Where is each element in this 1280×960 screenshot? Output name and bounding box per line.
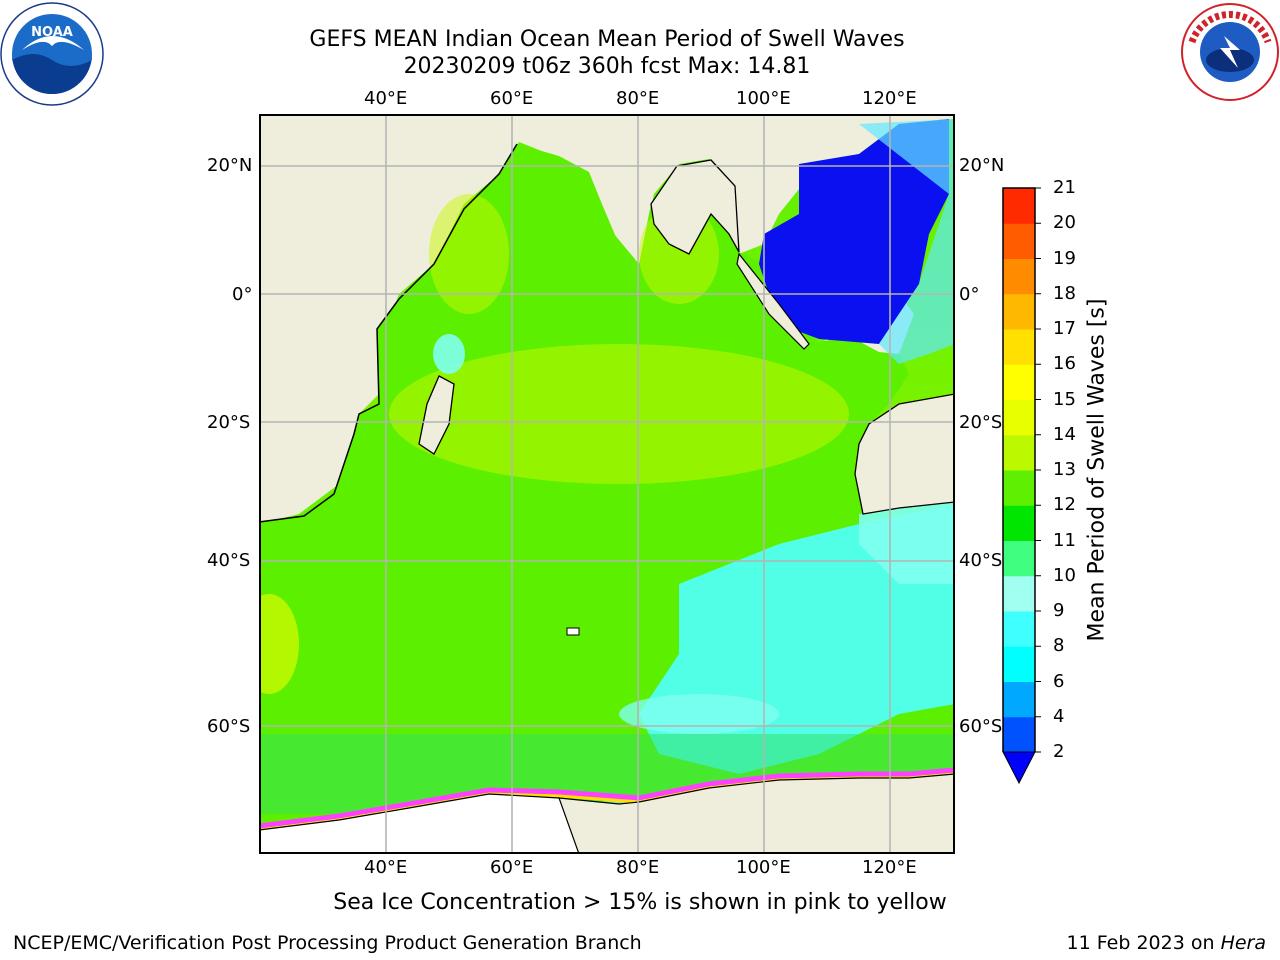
colorbar-tick-label: 17 — [1053, 318, 1076, 339]
lat-tick-left-20n: 20°N — [207, 155, 253, 176]
india — [650, 159, 740, 255]
colorbar-segment — [1003, 540, 1035, 577]
colorbar-tick-label: 15 — [1053, 388, 1076, 410]
colorbar-tick-label: 14 — [1053, 423, 1076, 445]
colorbar-tick-label: 9 — [1053, 600, 1065, 621]
lat-tick-right-40s: 40°S — [959, 550, 1003, 571]
lon-tick-top-60e: 60°E — [490, 88, 534, 109]
map-frame — [259, 114, 955, 854]
colorbar-segment — [1003, 575, 1035, 612]
lon-tick-top-100e: 100°E — [736, 88, 791, 109]
colorbar-segment — [1003, 364, 1035, 400]
noaa-logo-icon: NOAA — [0, 2, 104, 106]
lon-tick-top-80e: 80°E — [616, 88, 660, 109]
colorbar-segment — [1003, 434, 1035, 471]
colorbar-tick-label: 19 — [1053, 247, 1076, 269]
swell-period-map — [259, 114, 955, 854]
colorbar-segment — [1003, 258, 1035, 295]
low-period-region — [759, 119, 949, 344]
colorbar-tick-label: 8 — [1053, 635, 1065, 657]
colorbar-segment — [1003, 329, 1035, 365]
lon-tick-bottom-100e: 100°E — [736, 857, 791, 878]
lon-tick-top-40e: 40°E — [364, 88, 408, 109]
lon-tick-bottom-60e: 60°E — [490, 857, 534, 878]
chart-title: GEFS MEAN Indian Ocean Mean Period of Sw… — [309, 27, 905, 52]
lon-tick-top-120e: 120°E — [862, 88, 917, 109]
lon-tick-bottom-40e: 40°E — [364, 857, 408, 878]
colorbar-segment — [1003, 611, 1035, 647]
colorbar-tick-label: 18 — [1053, 282, 1076, 304]
colorbar — [1002, 187, 1041, 785]
colorbar-segment — [1003, 646, 1035, 682]
colorbar-tick-label: 11 — [1053, 529, 1076, 551]
colorbar-under-arrow — [1002, 751, 1036, 785]
colorbar-segment — [1003, 293, 1035, 330]
lat-tick-left-60s: 60°S — [207, 716, 251, 737]
long-period-band — [389, 344, 849, 484]
colorbar-tick-label: 16 — [1053, 353, 1076, 375]
colorbar-segment — [1003, 470, 1035, 506]
graticule — [259, 114, 955, 854]
chart-subtitle: 20230209 t06z 360h fcst Max: 14.81 — [403, 54, 811, 79]
colorbar-segment — [1003, 188, 1035, 224]
colorbar-tick-label: 10 — [1053, 564, 1076, 586]
colorbar-tick-label: 6 — [1053, 670, 1065, 692]
svg-text:NOAA: NOAA — [31, 25, 73, 40]
lat-tick-right-20n: 20°N — [959, 155, 1005, 176]
lon-tick-bottom-120e: 120°E — [862, 857, 917, 878]
nws-logo-icon — [1181, 3, 1279, 101]
lon-tick-bottom-80e: 80°E — [616, 857, 660, 878]
madagascar — [418, 375, 455, 455]
colorbar-segment — [1003, 223, 1035, 259]
date-stamp: 11 Feb 2023 on Hera — [1067, 932, 1266, 954]
lat-tick-right-0: 0° — [959, 284, 980, 305]
colorbar-tick-label: 4 — [1053, 705, 1065, 727]
colorbar-tick-label: 13 — [1053, 459, 1076, 480]
lat-tick-left-0: 0° — [232, 284, 253, 305]
coastline — [259, 143, 518, 523]
colorbar-tick-label: 2 — [1053, 741, 1065, 762]
credit-text: NCEP/EMC/Verification Post Processing Pr… — [13, 932, 642, 954]
colorbar-segment — [1003, 681, 1035, 718]
lat-tick-right-60s: 60°S — [959, 716, 1003, 737]
colorbar-segment — [1003, 399, 1035, 436]
machine-name: Hera — [1220, 932, 1266, 954]
lat-tick-right-20s: 20°S — [959, 412, 1003, 433]
colorbar-tick-label: 12 — [1053, 494, 1076, 516]
lat-tick-left-40s: 40°S — [207, 550, 251, 571]
date-text: 11 Feb 2023 on — [1066, 932, 1215, 954]
australia — [854, 393, 955, 515]
colorbar-segment — [1003, 716, 1035, 753]
colorbar-segment — [1003, 505, 1035, 541]
lat-tick-left-20s: 20°S — [207, 412, 251, 433]
colorbar-tick-label: 20 — [1053, 212, 1076, 234]
colorbar-tick-label: 21 — [1053, 177, 1076, 198]
sea-ice-caption: Sea Ice Concentration > 15% is shown in … — [333, 890, 947, 915]
colorbar-title: Mean Period of Swell Waves [s] — [1084, 298, 1110, 642]
